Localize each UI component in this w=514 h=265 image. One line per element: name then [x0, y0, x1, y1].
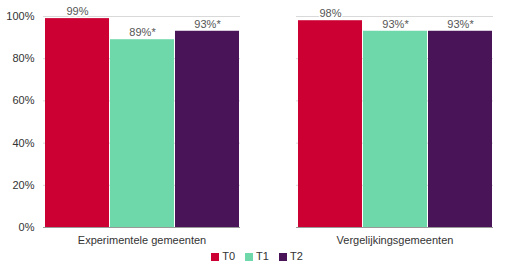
svg-text:93%*: 93%* — [382, 18, 409, 30]
svg-text:Vergelijkingsgemeenten: Vergelijkingsgemeenten — [337, 234, 454, 246]
svg-text:100%: 100% — [6, 10, 34, 22]
svg-text:93%*: 93%* — [447, 18, 474, 30]
svg-text:93%*: 93%* — [194, 18, 221, 30]
html-text:T2: T2 — [289, 250, 303, 262]
svg-text:98%: 98% — [319, 7, 341, 19]
svg-text:80%: 80% — [12, 52, 34, 64]
html-text:T1: T1 — [256, 250, 269, 262]
html-text:T0: T0 — [222, 250, 236, 262]
svg-text:40%: 40% — [12, 137, 34, 149]
svg-text:20%: 20% — [12, 179, 34, 191]
svg-text:99%: 99% — [66, 5, 88, 17]
svg-text:89%*: 89%* — [129, 26, 156, 38]
svg-text:0%: 0% — [19, 221, 35, 233]
svg-text:60%: 60% — [12, 94, 34, 106]
svg-text:Experimentele gemeenten: Experimentele gemeenten — [78, 234, 206, 246]
